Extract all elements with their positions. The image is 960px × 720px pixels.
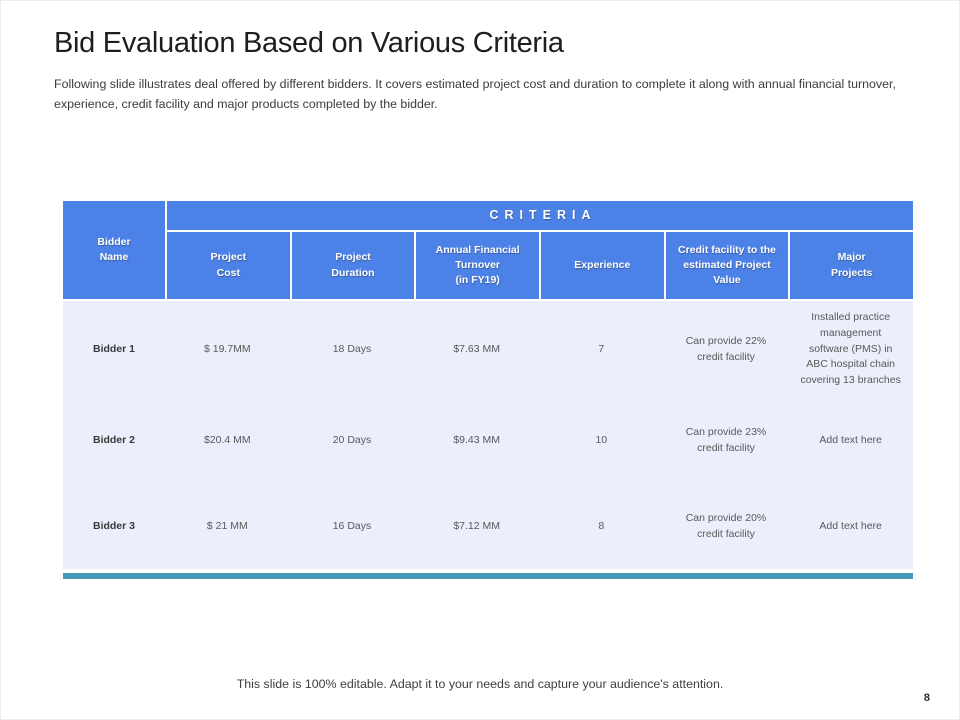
cell-credit-facility: Can provide 22% credit facility (685, 334, 767, 363)
cell-project-cost: $ 21 MM (206, 519, 248, 532)
cell-project-duration: 16 Days (332, 519, 372, 532)
header-experience: Experience (540, 232, 664, 299)
footer-note: This slide is 100% editable. Adapt it to… (236, 677, 724, 691)
table-header: Bidder Name CRITERIA Project Cost Projec… (63, 201, 913, 299)
cell-annual-financial-turnover: $9.43 MM (453, 434, 500, 447)
cell-experience: 10 (595, 434, 608, 447)
cell-annual-financial-turnover: $7.12 MM (453, 519, 500, 532)
bid-evaluation-table: Bidder Name CRITERIA Project Cost Projec… (63, 201, 913, 579)
header-project-cost: Project Cost (167, 232, 290, 299)
cell-project-duration: 18 Days (332, 342, 372, 355)
cell-bidder-name: Bidder 2 (92, 434, 135, 447)
cell-major-projects: Installed practice management software (… (800, 311, 901, 387)
cell-experience: 8 (598, 519, 605, 532)
cell-project-duration: 20 Days (332, 434, 372, 447)
header-annual-financial-turnover: Annual Financial Turnover (in FY19) (416, 232, 539, 299)
cell-project-cost: $20.4 MM (203, 434, 251, 447)
header-credit-facility: Credit facility to the estimated Project… (665, 232, 789, 299)
cell-credit-facility: Can provide 23% credit facility (685, 426, 767, 454)
cell-major-projects: Add text here (819, 519, 882, 532)
cell-project-cost: $ 19.7MM (203, 342, 251, 355)
header-project-duration: Project Duration (291, 232, 415, 299)
header-major-projects: Major Projects (790, 232, 913, 299)
slide-subtitle: Following slide illustrates deal offered… (54, 77, 896, 111)
cell-bidder-name: Bidder 1 (92, 342, 135, 355)
table-accent-bar (63, 573, 913, 579)
header-bidder-name: Bidder Name (63, 201, 165, 299)
page-title: Bid Evaluation Based on Various Criteria (54, 27, 564, 59)
page-number: 8 (923, 692, 930, 704)
table-body: Bidder 1 $ 19.7MM 18 Days $7.63 MM 7 Can… (63, 301, 913, 569)
cell-bidder-name: Bidder 3 (92, 519, 135, 532)
cell-annual-financial-turnover: $7.63 MM (453, 342, 500, 355)
cell-credit-facility: Can provide 20% credit facility (685, 511, 767, 540)
header-criteria: CRITERIA (167, 201, 913, 230)
cell-experience: 7 (598, 342, 605, 355)
cell-major-projects: Add text here (819, 434, 882, 447)
